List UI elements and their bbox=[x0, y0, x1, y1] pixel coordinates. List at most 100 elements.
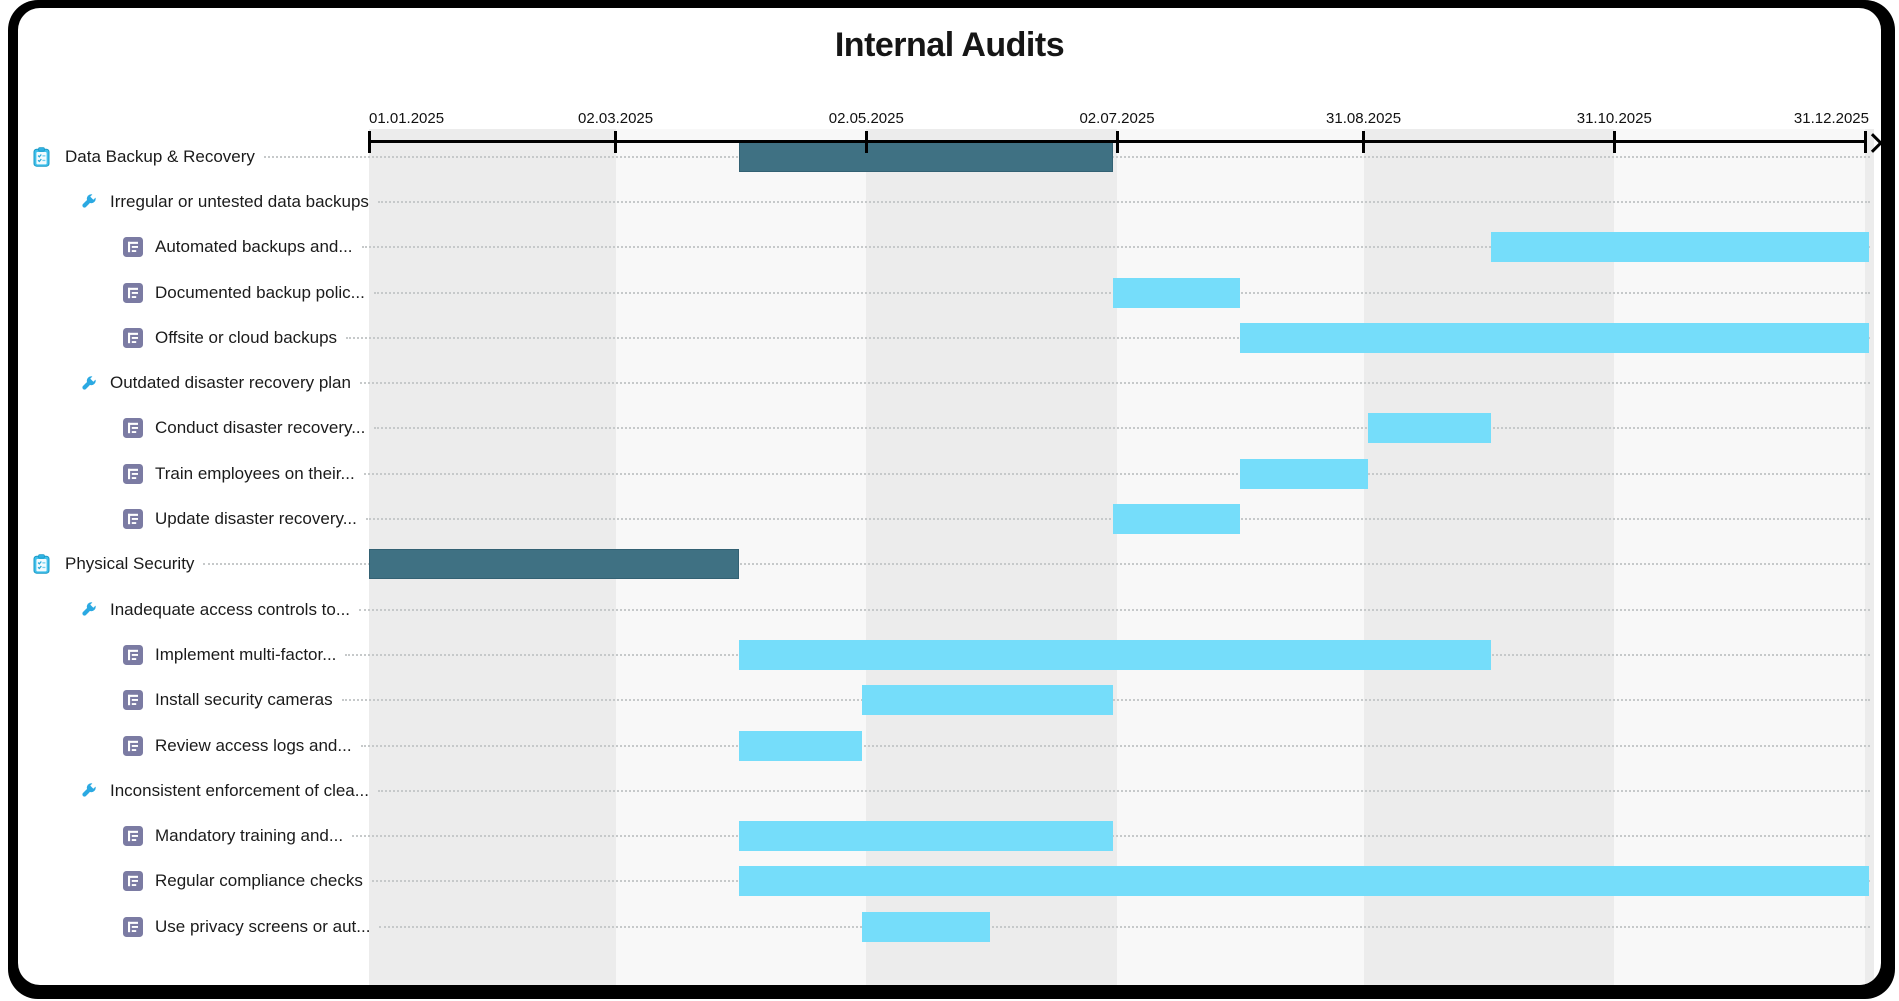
row-label-task[interactable]: Install security cameras bbox=[123, 690, 333, 711]
row-label-text: Update disaster recovery... bbox=[155, 509, 357, 529]
gantt-row-task: Automated backups and... bbox=[18, 225, 1870, 270]
row-leader-line bbox=[377, 200, 1870, 203]
category-bar[interactable] bbox=[738, 141, 1113, 172]
row-label-text: Review access logs and... bbox=[155, 735, 352, 755]
task-icon bbox=[123, 916, 143, 937]
row-leader-line bbox=[363, 472, 1870, 475]
wrench-icon bbox=[79, 374, 98, 393]
task-icon bbox=[123, 509, 143, 530]
row-label-text: Irregular or untested data backups bbox=[110, 191, 369, 211]
row-label-task[interactable]: Documented backup polic... bbox=[123, 282, 365, 303]
row-label-task[interactable]: Review access logs and... bbox=[123, 735, 352, 756]
row-label-task[interactable]: Use privacy screens or aut... bbox=[123, 916, 371, 937]
axis-tick-mark bbox=[367, 131, 371, 153]
row-label-task[interactable]: Train employees on their... bbox=[123, 463, 355, 484]
row-label-text: Conduct disaster recovery... bbox=[155, 418, 366, 438]
gantt-row-task: Update disaster recovery... bbox=[18, 496, 1870, 541]
row-leader-line bbox=[374, 427, 1870, 430]
row-leader-line bbox=[359, 608, 1870, 611]
row-label-task[interactable]: Automated backups and... bbox=[123, 237, 353, 258]
row-label-text: Install security cameras bbox=[155, 690, 333, 710]
clipboard-icon bbox=[33, 554, 50, 575]
axis-tick-label: 02.07.2025 bbox=[1079, 110, 1155, 127]
gantt-row-task: Review access logs and... bbox=[18, 723, 1870, 768]
row-label-text: Regular compliance checks bbox=[155, 871, 363, 891]
task-bar[interactable] bbox=[1240, 458, 1368, 489]
axis-tick-label: 31.12.2025 bbox=[1793, 110, 1869, 127]
task-bar[interactable] bbox=[862, 685, 1113, 716]
wrench-icon bbox=[79, 600, 98, 619]
axis-tick-label: 31.08.2025 bbox=[1326, 110, 1402, 127]
task-bar[interactable] bbox=[1112, 277, 1241, 308]
row-label-task[interactable]: Mandatory training and... bbox=[123, 826, 344, 847]
row-leader-line bbox=[361, 246, 1870, 249]
task-bar[interactable] bbox=[1240, 322, 1870, 353]
gantt-card: Internal Audits Data Backup & Recovery Ir… bbox=[18, 8, 1881, 985]
task-icon bbox=[123, 327, 143, 348]
row-label-text: Automated backups and... bbox=[155, 237, 353, 257]
row-leader-line bbox=[377, 789, 1870, 792]
chart-title: Internal Audits bbox=[834, 26, 1065, 64]
task-bar[interactable] bbox=[1112, 504, 1241, 535]
timeline-stripe bbox=[1614, 129, 1865, 985]
task-bar[interactable] bbox=[862, 911, 990, 942]
card-frame: Internal Audits Data Backup & Recovery Ir… bbox=[8, 0, 1895, 999]
axis-tick-mark bbox=[1115, 131, 1119, 153]
gantt-row-issue: Inconsistent enforcement of clea... bbox=[18, 768, 1870, 813]
task-bar[interactable] bbox=[1491, 232, 1870, 263]
gantt-row-task: Offsite or cloud backups bbox=[18, 315, 1870, 360]
row-leader-line bbox=[379, 925, 1870, 928]
task-bar[interactable] bbox=[738, 730, 863, 761]
task-bar[interactable] bbox=[1367, 413, 1491, 444]
gantt-row-task: Documented backup polic... bbox=[18, 270, 1870, 315]
axis-tick-mark bbox=[1863, 131, 1867, 153]
chart-background-stripes bbox=[18, 129, 1881, 985]
category-bar[interactable] bbox=[369, 549, 739, 580]
row-label-category[interactable]: Physical Security bbox=[33, 554, 194, 575]
task-icon bbox=[123, 463, 143, 484]
task-bar[interactable] bbox=[738, 866, 1870, 897]
row-leader-line bbox=[346, 336, 1870, 339]
row-label-task[interactable]: Update disaster recovery... bbox=[123, 509, 357, 530]
row-label-task[interactable]: Implement multi-factor... bbox=[123, 644, 337, 665]
task-icon bbox=[123, 418, 143, 439]
axis-tick-label: 01.01.2025 bbox=[369, 110, 445, 127]
axis-tick-label: 02.05.2025 bbox=[828, 110, 904, 127]
task-bar[interactable] bbox=[738, 821, 1113, 852]
gantt-row-issue: Irregular or untested data backups bbox=[18, 179, 1870, 224]
wrench-icon bbox=[79, 781, 98, 800]
row-label-issue[interactable]: Outdated disaster recovery plan bbox=[79, 373, 351, 393]
task-icon bbox=[123, 735, 143, 756]
row-label-text: Use privacy screens or aut... bbox=[155, 916, 371, 936]
row-leader-line bbox=[203, 563, 1870, 566]
row-label-category[interactable]: Data Backup & Recovery bbox=[33, 147, 255, 167]
row-label-text: Documented backup polic... bbox=[155, 282, 365, 302]
gantt-row-task: Use privacy screens or aut... bbox=[18, 904, 1870, 949]
task-icon bbox=[123, 826, 143, 847]
timeline-stripe bbox=[1363, 129, 1615, 985]
row-label-issue[interactable]: Inadequate access controls to... bbox=[79, 600, 350, 620]
task-icon bbox=[123, 644, 143, 665]
row-label-task[interactable]: Regular compliance checks bbox=[123, 871, 363, 892]
task-icon bbox=[123, 237, 143, 258]
row-label-issue[interactable]: Irregular or untested data backups bbox=[79, 192, 369, 212]
timeline-stripe bbox=[1117, 129, 1364, 985]
row-label-task[interactable]: Offsite or cloud backups bbox=[123, 327, 338, 348]
row-label-text: Implement multi-factor... bbox=[155, 644, 337, 664]
wrench-icon bbox=[79, 192, 98, 211]
gantt-row-task: Train employees on their... bbox=[18, 451, 1870, 496]
task-icon bbox=[123, 871, 143, 892]
timeline-stripe bbox=[1865, 129, 1874, 985]
task-bar[interactable] bbox=[738, 639, 1491, 670]
task-icon bbox=[123, 690, 143, 711]
row-label-task[interactable]: Conduct disaster recovery... bbox=[123, 418, 366, 439]
axis-tick-mark bbox=[864, 131, 868, 153]
row-label-text: Data Backup & Recovery bbox=[65, 146, 255, 166]
row-label-issue[interactable]: Inconsistent enforcement of clea... bbox=[79, 781, 369, 801]
clipboard-icon bbox=[33, 146, 50, 167]
row-label-text: Mandatory training and... bbox=[155, 826, 344, 846]
row-leader-line bbox=[360, 744, 1870, 747]
axis-tick-mark bbox=[1362, 131, 1366, 153]
row-label-text: Offsite or cloud backups bbox=[155, 327, 338, 347]
